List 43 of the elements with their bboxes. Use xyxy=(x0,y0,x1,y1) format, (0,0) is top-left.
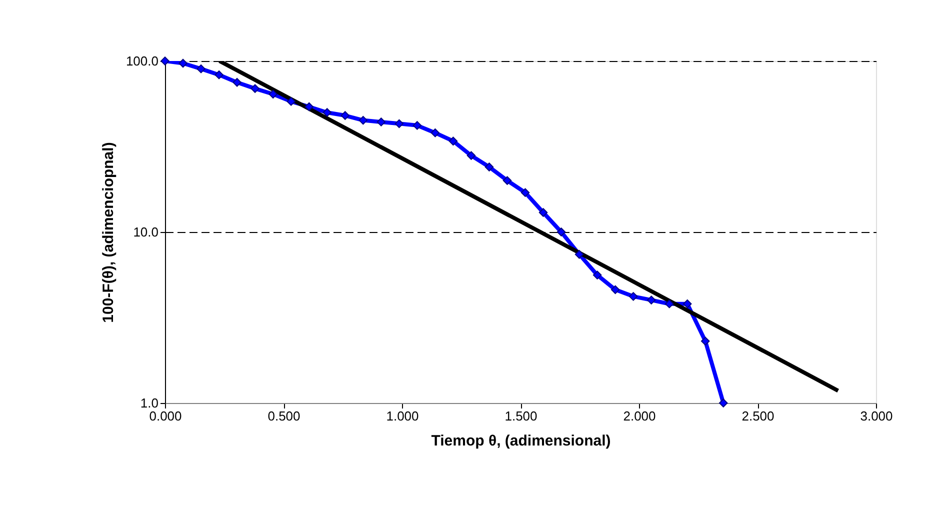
point xyxy=(574,250,584,259)
point xyxy=(430,128,440,138)
point xyxy=(502,176,512,185)
point xyxy=(178,58,188,68)
point xyxy=(700,336,710,346)
point xyxy=(412,121,422,130)
x-tick-label: 2.000 xyxy=(623,408,656,424)
point xyxy=(340,111,350,120)
point xyxy=(538,208,548,217)
y-axis-title: 100-F(θ), (adimenciopnal) xyxy=(100,142,117,323)
point xyxy=(304,102,314,112)
x-tick-label: 0.000 xyxy=(149,408,182,424)
point xyxy=(484,162,494,172)
x-axis-title: Tiemop θ, (adimensional) xyxy=(431,432,611,450)
point xyxy=(358,116,368,125)
point xyxy=(664,299,674,308)
point xyxy=(682,299,692,308)
point xyxy=(214,70,224,80)
point xyxy=(520,188,530,197)
point xyxy=(466,151,476,160)
point xyxy=(376,118,386,126)
point xyxy=(322,108,332,117)
point xyxy=(646,296,656,304)
x-tick-label: 1.000 xyxy=(386,408,419,424)
y-tick-label: 1.0 xyxy=(140,396,158,410)
point xyxy=(268,90,278,99)
point xyxy=(196,64,206,74)
point xyxy=(250,84,260,93)
point xyxy=(610,285,620,294)
point xyxy=(394,119,404,128)
x-tick-label: 2.500 xyxy=(742,408,774,424)
y-tick-label: 10.0 xyxy=(133,224,158,240)
x-tick-label: 3.000 xyxy=(860,408,893,424)
x-tick-label: 1.500 xyxy=(504,408,538,424)
point xyxy=(232,78,242,87)
point xyxy=(448,136,458,146)
point xyxy=(592,270,602,280)
point xyxy=(628,292,638,301)
point xyxy=(286,97,296,106)
point xyxy=(556,228,566,236)
point xyxy=(719,398,728,408)
y-tick-label: 100.0 xyxy=(126,54,158,68)
x-tick-label: 0.500 xyxy=(268,408,300,424)
